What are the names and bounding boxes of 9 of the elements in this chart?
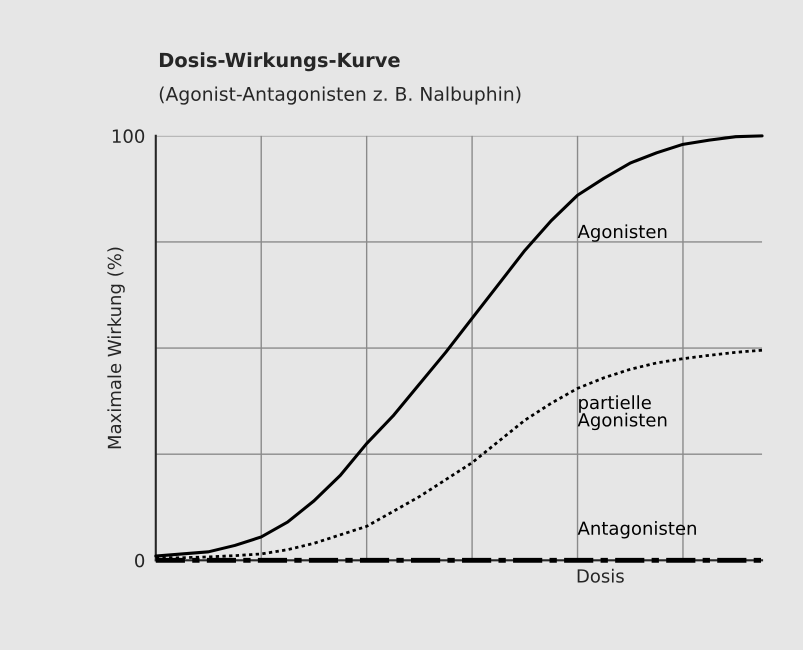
x-axis-title: Dosis: [578, 568, 624, 583]
series-label: Antagonisten: [578, 521, 696, 538]
y-tick-label: 100: [112, 129, 144, 143]
chart-subtitle: (Agonist-Antagonisten z. B. Nalbuphin): [160, 86, 520, 105]
series-label: Agonisten: [578, 224, 666, 242]
series-label: partielle Agonisten: [578, 395, 666, 430]
y-axis-title: Maximale Wirkung (%): [107, 248, 125, 448]
y-tick-label: 0: [135, 554, 144, 568]
chart-title: Dosis-Wirkungs-Kurve: [160, 52, 400, 72]
